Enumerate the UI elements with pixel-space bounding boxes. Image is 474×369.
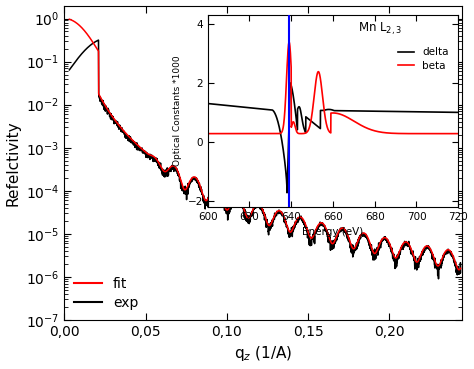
- Legend: fit, exp: fit, exp: [72, 274, 141, 313]
- Y-axis label: Refelctivity: Refelctivity: [6, 120, 20, 206]
- X-axis label: q$_z$ (1/A): q$_z$ (1/A): [234, 344, 292, 363]
